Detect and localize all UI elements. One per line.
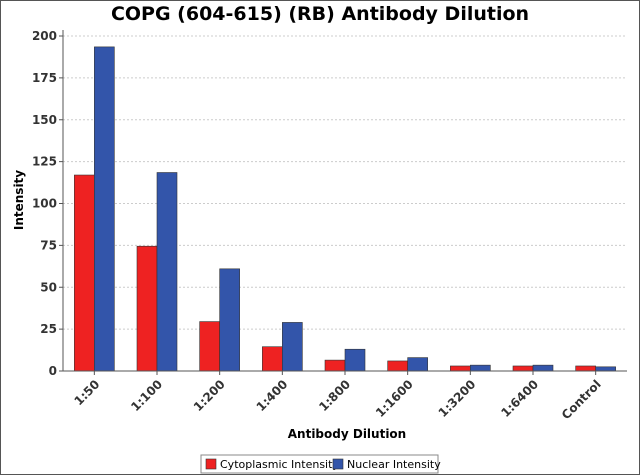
bar-nuclear [94,46,115,372]
bar-cytoplasmic [136,245,158,372]
y-tick-label: 75 [40,238,57,252]
legend-label-cytoplasmic: Cytoplasmic Intensity [220,458,339,471]
y-tick-label: 0 [49,364,57,378]
bar-cytoplasmic [387,360,408,372]
x-tick-label: 1:100 [128,377,165,414]
bar-nuclear [407,357,428,372]
bar-cytoplasmic [512,365,534,372]
x-tick-label: 1:6400 [498,377,541,420]
chart-title: COPG (604-615) (RB) Antibody Dilution [111,3,529,25]
legend-box [200,454,439,474]
bar-nuclear [470,364,491,372]
x-tick-label: Control [559,377,604,422]
y-tick-label: 100 [32,197,57,211]
bar-cytoplasmic [262,346,283,372]
bars [74,46,616,372]
x-axis-label: Antibody Dilution [288,427,406,441]
bar-nuclear [282,322,303,372]
y-tick-label: 25 [40,322,57,336]
x-ticks: 1:50 1:100 1:200 1:400 1:800 1:1600 1:3200 1:64… [71,371,604,422]
y-tick-label: 175 [32,71,57,85]
x-tick-label: 1:200 [191,377,228,414]
x-tick-label: 1:50 [71,377,102,408]
bar-cytoplasmic [199,321,220,372]
legend-swatch-cytoplasmic [205,458,217,470]
bar-nuclear [595,366,616,372]
bar-nuclear [156,172,178,372]
legend-label-nuclear: Nuclear Intensity [347,458,441,471]
bar-nuclear [219,268,240,372]
x-tick-label: 1:3200 [436,377,479,420]
bar-cytoplasmic [324,359,346,372]
x-tick-label: 1:1600 [373,377,416,420]
bar-cytoplasmic [450,365,471,372]
y-ticks: 0 25 50 75 100 125 150 175 200 [32,29,63,378]
y-axis-label: Intensity [12,170,26,230]
x-tick-label: 1:400 [254,377,291,414]
x-tick-label: 1:800 [316,377,353,414]
bar-cytoplasmic [575,365,596,372]
bar-cytoplasmic [74,174,95,372]
legend-swatch-nuclear [332,458,344,470]
bar-nuclear [344,348,366,372]
y-tick-label: 150 [32,113,57,127]
y-tick-label: 200 [32,29,57,43]
bar-nuclear [532,364,554,372]
legend: Cytoplasmic Intensity Nuclear Intensity [200,454,441,474]
y-tick-label: 50 [40,280,57,294]
y-tick-label: 125 [32,155,57,169]
